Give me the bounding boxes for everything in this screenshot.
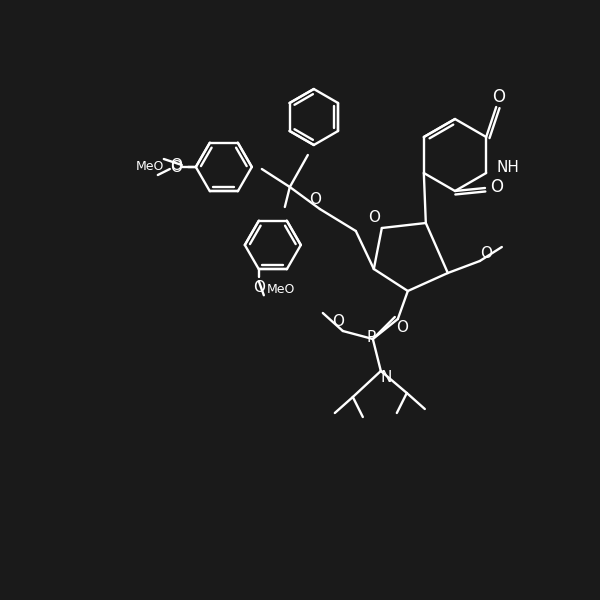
Text: O: O bbox=[309, 191, 321, 206]
Text: O: O bbox=[253, 280, 265, 295]
Text: O: O bbox=[491, 178, 503, 196]
Text: O: O bbox=[368, 211, 380, 226]
Text: MeO: MeO bbox=[136, 160, 164, 173]
Text: O: O bbox=[170, 160, 182, 175]
Text: O: O bbox=[396, 319, 408, 335]
Text: O: O bbox=[491, 88, 505, 106]
Text: O: O bbox=[332, 313, 344, 329]
Text: P: P bbox=[366, 329, 376, 344]
Text: NH: NH bbox=[497, 160, 520, 175]
Text: O: O bbox=[170, 158, 182, 173]
Text: O: O bbox=[480, 247, 492, 262]
Text: N: N bbox=[380, 370, 392, 385]
Text: MeO: MeO bbox=[266, 283, 295, 296]
